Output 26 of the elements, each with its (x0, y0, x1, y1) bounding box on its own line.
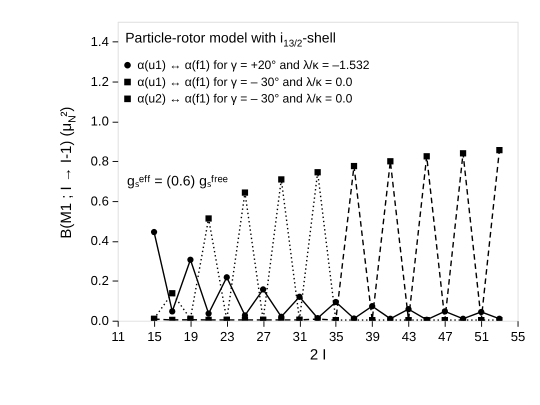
x-tick-label: 23 (220, 328, 234, 344)
y-tick-label: 0.0 (90, 312, 109, 328)
y-tick-label: 0.6 (90, 193, 109, 208)
x-tick-label: 35 (329, 328, 344, 344)
x-tick-label: 31 (292, 328, 308, 344)
y-tick-label: 1.4 (90, 34, 109, 49)
x-tick-label: 19 (184, 328, 198, 344)
y-tick-label: 0.4 (90, 233, 109, 248)
x-tick-label: 55 (510, 328, 526, 344)
x-tick-label: 51 (474, 328, 489, 344)
x-tick-label: 47 (438, 328, 453, 344)
x-tick-label: 15 (147, 328, 162, 344)
x-tick-label: 11 (111, 328, 125, 344)
annotation: gₛᵉᶠᶠ = (0.6) gₛᶠʳᵉᵉ (127, 172, 228, 188)
x-tick-label: 39 (365, 328, 380, 344)
legend-label: α(u1) ↔ α(f1) for γ = +20° and λ/κ = –1.532 (137, 58, 370, 72)
y-tick-label: 1.0 (90, 114, 109, 129)
x-axis-title: 2 I (310, 346, 326, 364)
y-tick-label: 1.2 (90, 74, 109, 89)
y-tick-label: 0.8 (90, 153, 109, 168)
x-tick-label: 27 (256, 328, 271, 344)
y-axis-title: B(M1 ; I → I-1) (μN²) (58, 106, 78, 239)
legend-label: α(u2) ↔ α(f1) for γ = – 30° and λ/κ = 0.0 (137, 92, 353, 106)
legend-label: α(u1) ↔ α(f1) for γ = – 30° and λ/κ = 0.0 (137, 74, 353, 89)
y-tick-label: 0.2 (90, 273, 109, 288)
x-tick-label: 43 (402, 328, 416, 344)
